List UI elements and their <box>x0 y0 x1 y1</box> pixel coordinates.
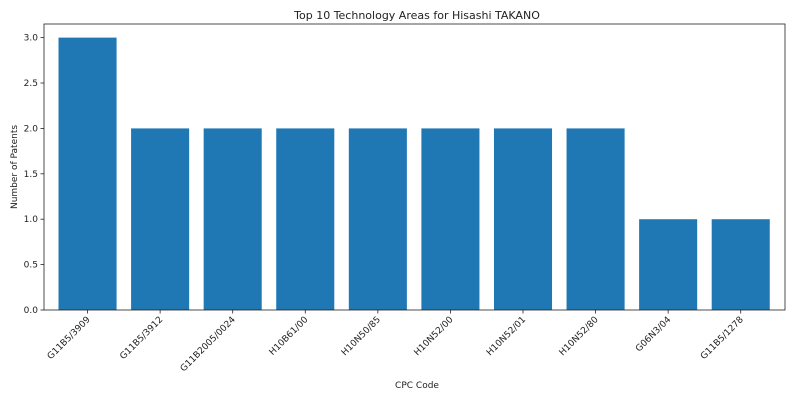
x-tick-label-4: H10N50/85 <box>340 315 383 358</box>
x-axis: G11B5/3909 G11B5/3912 G11B2005/0024 H10B61/… <box>46 310 746 374</box>
x-tick-label-3: H10B61/00 <box>268 315 311 358</box>
x-axis-label: CPC Code <box>395 381 439 391</box>
x-tick-label-9: G11B5/1278 <box>699 315 746 362</box>
bar-7 <box>567 128 625 310</box>
chart-title: Top 10 Technology Areas for Hisashi TAKA… <box>293 9 540 22</box>
x-tick-label-5: H10N52/00 <box>412 315 455 358</box>
bar-4 <box>349 128 407 310</box>
x-tick-label-8: G06N3/04 <box>634 315 673 354</box>
y-tick-label-1: 0.5 <box>24 261 38 271</box>
bar-2 <box>204 128 262 310</box>
bar-3 <box>276 128 334 310</box>
y-tick-label-6: 3.0 <box>24 34 39 44</box>
x-tick-label-2: G11B2005/0024 <box>179 315 238 374</box>
bar-6 <box>494 128 552 310</box>
bar-5 <box>421 128 479 310</box>
bar-1 <box>131 128 189 310</box>
bar-8 <box>639 219 697 310</box>
y-tick-label-5: 2.5 <box>24 79 38 89</box>
y-tick-label-3: 1.5 <box>24 170 38 180</box>
bar-0 <box>59 38 117 310</box>
bar-9 <box>712 219 770 310</box>
x-tick-label-6: H10N52/01 <box>485 315 528 358</box>
bars-group <box>59 38 770 310</box>
x-tick-label-7: H10N52/80 <box>558 315 601 358</box>
y-axis: 0.0 0.5 1.0 1.5 2.0 2.5 3.0 <box>24 34 44 316</box>
y-tick-label-2: 1.0 <box>24 215 39 225</box>
y-axis-label: Number of Patents <box>10 125 20 209</box>
y-tick-label-4: 2.0 <box>24 124 39 134</box>
x-tick-label-0: G11B5/3909 <box>46 315 93 362</box>
y-tick-label-0: 0.0 <box>24 306 39 316</box>
x-tick-label-1: G11B5/3912 <box>118 315 165 362</box>
